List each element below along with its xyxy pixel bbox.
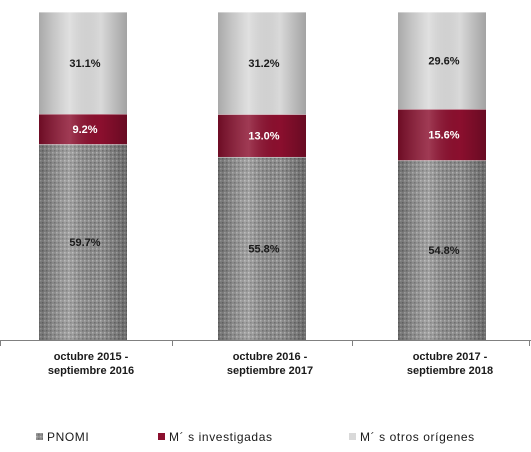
bar-shading xyxy=(218,12,306,115)
bar-shading xyxy=(39,114,127,145)
data-label: 13.0% xyxy=(248,131,279,143)
category-label: septiembre 2017 xyxy=(227,365,313,377)
bar-shading xyxy=(218,156,306,340)
bar-shading xyxy=(39,12,127,115)
data-label: 9.2% xyxy=(72,124,97,136)
category-label: octubre 2016 - xyxy=(233,351,308,363)
data-label: 54.8% xyxy=(428,245,459,257)
bar-shading xyxy=(398,160,486,340)
legend-label: PNOMI xyxy=(47,430,89,444)
category-label: septiembre 2016 xyxy=(48,365,134,377)
category-label: septiembre 2018 xyxy=(407,365,493,377)
data-label: 31.2% xyxy=(248,58,279,70)
bar-shading xyxy=(218,114,306,157)
bar-shading xyxy=(39,144,127,340)
data-label: 55.8% xyxy=(248,243,279,255)
data-label: 29.6% xyxy=(428,56,459,68)
legend-swatch xyxy=(158,433,165,440)
bar-shading xyxy=(398,12,486,110)
data-label: 15.6% xyxy=(428,130,459,142)
legend-swatch xyxy=(36,433,43,440)
category-label: octubre 2017 - xyxy=(413,351,488,363)
data-label: 59.7% xyxy=(69,237,100,249)
legend-label: M´ s investigadas xyxy=(169,430,273,444)
legend-label: M´ s otros orígenes xyxy=(360,430,475,444)
legend-swatch xyxy=(349,433,356,440)
data-label: 31.1% xyxy=(69,58,100,70)
category-label: octubre 2015 - xyxy=(54,351,129,363)
bar-shading xyxy=(398,109,486,161)
